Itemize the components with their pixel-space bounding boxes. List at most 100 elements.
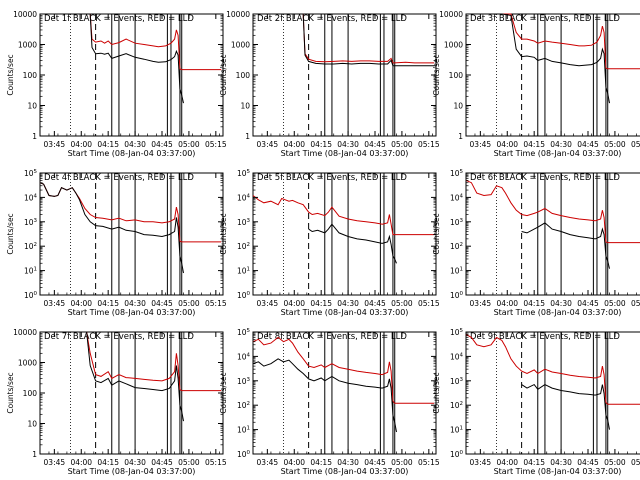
- plot-frame: [252, 331, 437, 455]
- y-tick-label: 101: [450, 267, 463, 276]
- x-axis-label: Start Time (08-Jan-04 03:37:00): [494, 308, 622, 317]
- series-line-lld: [40, 13, 222, 71]
- x-tick-label: 04:45: [577, 140, 599, 149]
- detector-panel: Det 8f BLACK = Events, RED = LLD10010110…: [219, 328, 440, 476]
- y-tick-label: 10000: [439, 10, 463, 19]
- y-axis-label: Counts/sec: [432, 213, 441, 254]
- plot-frame: [465, 172, 640, 296]
- series-line-lld: [252, 336, 435, 404]
- y-tick-label: 105: [237, 328, 251, 337]
- series-line-lld: [465, 179, 640, 244]
- y-tick-label: 105: [24, 169, 38, 178]
- x-tick-label: 05:15: [205, 458, 227, 467]
- x-tick-label: 04:45: [364, 458, 386, 467]
- y-tick-label: 100: [24, 291, 38, 300]
- y-tick-label: 101: [237, 267, 250, 276]
- x-tick-label: 05:15: [631, 458, 640, 467]
- x-tick-label: 04:00: [496, 299, 518, 308]
- x-tick-label: 03:45: [470, 299, 492, 308]
- y-axis-label: Counts/sec: [432, 54, 441, 95]
- y-tick-label: 1000: [444, 41, 463, 50]
- y-tick-label: 100: [23, 389, 38, 398]
- x-tick-label: 04:00: [283, 458, 305, 467]
- y-tick-label: 103: [450, 218, 464, 227]
- series-line-events: [308, 223, 397, 264]
- x-tick-label: 03:45: [257, 140, 279, 149]
- x-tick-label: 05:15: [418, 140, 440, 149]
- x-tick-label: 04:30: [550, 299, 572, 308]
- x-axis-label: Start Time (08-Jan-04 03:37:00): [281, 149, 409, 158]
- y-tick-label: 102: [237, 401, 250, 410]
- series-line-lld: [40, 331, 222, 392]
- x-tick-label: 03:45: [470, 458, 492, 467]
- y-tick-label: 102: [24, 242, 37, 251]
- y-tick-label: 101: [24, 267, 37, 276]
- series-line-events: [39, 182, 184, 274]
- y-tick-label: 103: [237, 377, 251, 386]
- y-tick-label: 104: [450, 352, 464, 361]
- x-tick-label: 05:00: [178, 299, 200, 308]
- plot-frame: [465, 331, 640, 455]
- x-tick-label: 04:00: [70, 299, 92, 308]
- series-line-events: [466, 13, 610, 104]
- y-tick-label: 101: [450, 426, 463, 435]
- series-line-events: [252, 358, 397, 433]
- x-tick-label: 04:15: [310, 458, 332, 467]
- y-tick-label: 105: [237, 169, 251, 178]
- y-tick-label: 104: [237, 193, 251, 202]
- y-tick-label: 100: [236, 71, 251, 80]
- x-tick-label: 03:45: [257, 299, 279, 308]
- x-tick-label: 04:45: [364, 299, 386, 308]
- x-tick-label: 04:15: [310, 299, 332, 308]
- series-line-lld: [39, 182, 222, 243]
- detector-panel: Det 6f BLACK = Events, RED = LLD10010110…: [432, 169, 640, 317]
- detector-panel: Det 1f BLACK = Events, RED = LLD11010010…: [6, 10, 227, 158]
- y-axis-label: Counts/sec: [6, 54, 15, 95]
- x-tick-label: 05:15: [205, 140, 227, 149]
- series-line-events: [521, 383, 610, 430]
- x-tick-label: 05:00: [391, 299, 413, 308]
- series-line-lld: [466, 13, 640, 70]
- y-tick-label: 100: [23, 71, 38, 80]
- x-tick-label: 04:00: [283, 299, 305, 308]
- x-tick-label: 04:45: [151, 140, 173, 149]
- y-tick-label: 10: [27, 420, 37, 429]
- y-tick-label: 10000: [226, 10, 250, 19]
- y-tick-label: 104: [24, 193, 38, 202]
- x-tick-label: 04:45: [151, 299, 173, 308]
- x-tick-label: 04:15: [97, 458, 119, 467]
- y-tick-label: 100: [237, 291, 251, 300]
- x-axis-label: Start Time (08-Jan-04 03:37:00): [494, 149, 622, 158]
- y-axis-label: Counts/sec: [432, 372, 441, 413]
- y-tick-label: 10000: [13, 328, 37, 337]
- x-tick-label: 04:00: [496, 458, 518, 467]
- series-line-events: [40, 331, 184, 422]
- y-tick-label: 105: [450, 169, 464, 178]
- y-tick-label: 102: [450, 401, 463, 410]
- x-tick-label: 05:15: [631, 299, 640, 308]
- x-axis-label: Start Time (08-Jan-04 03:37:00): [68, 467, 196, 476]
- x-tick-label: 04:30: [337, 299, 359, 308]
- plot-frame: [39, 331, 224, 455]
- x-tick-label: 05:00: [178, 458, 200, 467]
- y-axis-label: Counts/sec: [6, 213, 15, 254]
- x-axis-label: Start Time (08-Jan-04 03:37:00): [494, 467, 622, 476]
- x-tick-label: 03:45: [44, 299, 66, 308]
- y-tick-label: 1: [32, 132, 37, 141]
- y-tick-label: 100: [450, 450, 464, 459]
- series-line-events: [521, 222, 610, 269]
- series-line-events: [40, 13, 184, 104]
- plot-frame: [252, 13, 437, 137]
- x-tick-label: 04:30: [550, 458, 572, 467]
- y-tick-label: 10: [240, 102, 250, 111]
- y-tick-label: 100: [450, 291, 464, 300]
- x-tick-label: 04:30: [124, 299, 146, 308]
- x-tick-label: 04:15: [523, 458, 545, 467]
- series-line-events: [253, 13, 435, 67]
- y-tick-label: 1: [458, 132, 463, 141]
- series-line-lld: [465, 333, 640, 405]
- x-tick-label: 04:00: [283, 140, 305, 149]
- x-tick-label: 05:00: [604, 458, 626, 467]
- x-tick-label: 04:30: [124, 458, 146, 467]
